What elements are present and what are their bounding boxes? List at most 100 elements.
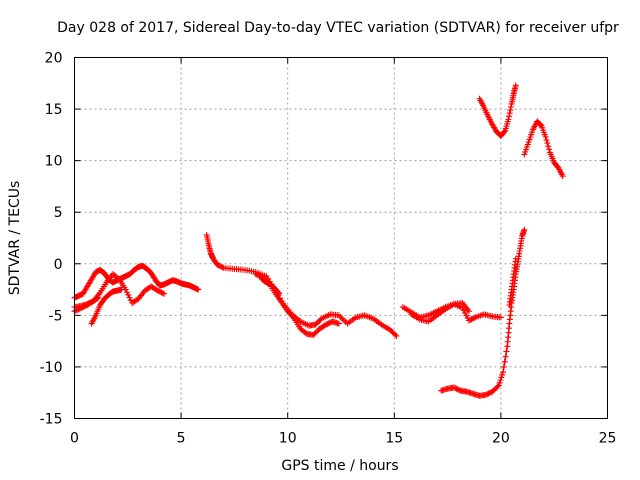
series-5 xyxy=(203,231,400,339)
data-point xyxy=(161,290,168,297)
data-point xyxy=(276,290,283,297)
data-point xyxy=(214,261,221,268)
data-marker xyxy=(392,331,399,338)
data-marker xyxy=(506,110,513,117)
data-point xyxy=(465,308,472,315)
x-tick-label: 25 xyxy=(599,431,617,447)
data-marker xyxy=(285,309,292,316)
data-point xyxy=(512,255,519,262)
x-tick-label: 20 xyxy=(492,431,510,447)
y-tick-label: -5 xyxy=(49,308,63,324)
data-marker xyxy=(159,290,166,297)
y-tick-label: -10 xyxy=(40,360,63,376)
data-point xyxy=(512,82,519,89)
data-point xyxy=(450,384,457,391)
data-point xyxy=(465,317,472,324)
data-marker xyxy=(507,104,514,111)
axis-ticks: 0 5 10 15 20 25 -15 -10 -5 0 5 10 15 20 xyxy=(40,51,617,447)
data-marker xyxy=(501,128,508,135)
y-axis-label: SDTVAR / TECUs xyxy=(7,181,23,296)
x-tick-label: 5 xyxy=(177,431,186,447)
series-13 xyxy=(521,118,566,180)
data-marker xyxy=(456,387,463,394)
data-marker xyxy=(86,299,93,306)
series-10 xyxy=(438,226,528,399)
data-marker xyxy=(506,113,513,120)
data-marker xyxy=(324,321,331,328)
data-marker xyxy=(153,286,160,293)
data-point xyxy=(521,226,528,233)
series-6 xyxy=(252,271,342,338)
data-point xyxy=(495,382,502,389)
series-trace xyxy=(440,228,526,397)
data-point xyxy=(335,320,342,327)
data-point xyxy=(195,286,202,293)
plot-frame xyxy=(74,57,608,419)
data-marker xyxy=(125,291,132,298)
y-tick-label: 0 xyxy=(54,257,63,273)
grid xyxy=(74,57,608,419)
data-point xyxy=(393,332,400,339)
y-tick-label: 5 xyxy=(54,205,63,221)
data-marker xyxy=(486,389,493,396)
data-marker xyxy=(454,386,461,393)
data-marker xyxy=(216,263,223,270)
series-12 xyxy=(476,82,519,139)
series-9 xyxy=(408,299,472,325)
data-marker xyxy=(321,322,328,329)
data-marker xyxy=(498,374,505,381)
data-marker xyxy=(288,312,295,319)
data-marker xyxy=(543,137,550,144)
data-marker xyxy=(302,329,309,336)
data-marker xyxy=(114,275,121,282)
x-tick-label: 15 xyxy=(385,431,403,447)
y-tick-label: 10 xyxy=(45,154,63,170)
series-trace xyxy=(205,234,398,337)
data-marker xyxy=(499,371,506,378)
data-point xyxy=(252,271,259,278)
data-marker xyxy=(484,391,491,398)
data-point xyxy=(497,314,504,321)
y-tick-label: -15 xyxy=(40,412,63,428)
data-marker xyxy=(544,140,551,147)
data-marker xyxy=(155,288,162,295)
data-marker xyxy=(215,262,222,269)
data-marker xyxy=(537,121,544,128)
data-marker xyxy=(275,289,282,296)
series-1 xyxy=(71,262,202,301)
data-marker xyxy=(287,311,294,318)
data-marker xyxy=(546,146,553,153)
data-marker xyxy=(453,385,460,392)
data-marker xyxy=(157,288,164,295)
data-marker xyxy=(503,348,510,355)
data-marker xyxy=(467,316,474,323)
x-tick-label: 0 xyxy=(70,431,79,447)
x-axis-label: GPS time / hours xyxy=(281,458,398,474)
data-marker xyxy=(158,289,165,296)
data-point xyxy=(118,286,125,293)
data-point xyxy=(505,116,512,123)
data-point xyxy=(154,287,161,294)
series-4 xyxy=(71,294,101,311)
data-marker xyxy=(94,295,101,302)
data-marker xyxy=(497,377,504,384)
data-marker xyxy=(325,320,332,327)
data-marker xyxy=(256,272,263,279)
data-marker xyxy=(471,315,478,322)
x-tick-label: 10 xyxy=(279,431,297,447)
data-marker xyxy=(326,319,333,326)
data-marker xyxy=(219,264,226,271)
data-marker xyxy=(253,271,260,278)
data-marker xyxy=(507,107,514,114)
data-marker xyxy=(500,363,507,370)
data-marker xyxy=(485,390,492,397)
data-marker xyxy=(88,299,95,306)
data-marker xyxy=(545,143,552,150)
series-3 xyxy=(88,286,125,327)
data-point xyxy=(284,308,291,315)
data-marker xyxy=(501,358,508,365)
series-7 xyxy=(259,276,283,297)
data-series xyxy=(71,82,566,399)
y-tick-label: 20 xyxy=(45,51,63,67)
